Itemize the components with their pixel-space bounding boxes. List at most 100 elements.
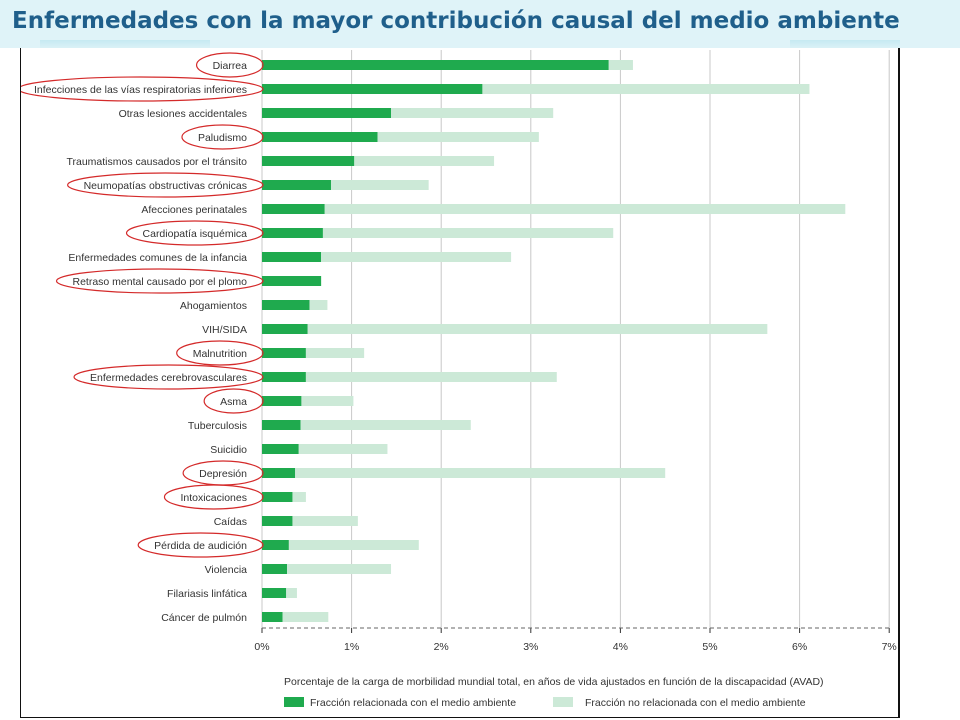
- stacked-bar-chart: Diarrea Infecciones de las vías respirato…: [21, 50, 897, 709]
- bar-non-environmental-6: [324, 204, 846, 214]
- category-label-12: Malnutrition: [193, 348, 247, 360]
- bar-environmental-17: [262, 468, 296, 478]
- bar-non-environmental-12: [305, 348, 365, 358]
- category-label-11: VIH/SIDA: [202, 324, 247, 336]
- bar-environmental-19: [262, 516, 293, 526]
- bar-environmental-11: [262, 324, 308, 334]
- bar-non-environmental-0: [608, 60, 633, 70]
- bar-non-environmental-18: [292, 492, 306, 502]
- bar-non-environmental-5: [330, 180, 429, 190]
- category-label-13: Enfermedades cerebrovasculares: [90, 372, 247, 384]
- bar-non-environmental-3: [377, 132, 539, 142]
- x-axis: 0% 1% 2% 3% 4% 5% 6% 7%: [254, 627, 897, 653]
- legend: Fracción relacionada con el medio ambien…: [284, 697, 806, 709]
- category-label-10: Ahogamientos: [180, 300, 247, 312]
- bar-non-environmental-15: [300, 420, 471, 430]
- category-label-17: Depresión: [199, 468, 247, 480]
- category-labels: Diarrea Infecciones de las vías respirato…: [34, 60, 247, 624]
- category-label-6: Afecciones perinatales: [141, 204, 247, 216]
- category-label-4: Traumatismos causados por el tránsito: [66, 156, 247, 168]
- tick-label-7: 7%: [882, 641, 897, 653]
- category-label-21: Violencia: [205, 564, 248, 576]
- tick-label-1: 1%: [344, 641, 359, 653]
- bar-non-environmental-16: [298, 444, 388, 454]
- bar-environmental-7: [262, 228, 323, 238]
- bar-non-environmental-1: [482, 84, 810, 94]
- highlight-circle-12: [176, 340, 264, 366]
- bar-environmental-3: [262, 132, 378, 142]
- bar-environmental-6: [262, 204, 325, 214]
- bar-non-environmental-2: [391, 108, 554, 118]
- bar-non-environmental-8: [321, 252, 512, 262]
- category-label-2: Otras lesiones accidentales: [119, 108, 247, 120]
- bar-non-environmental-23: [282, 612, 329, 622]
- x-axis-title: Porcentaje de la carga de morbilidad mun…: [284, 676, 824, 688]
- category-label-15: Tuberculosis: [188, 420, 247, 432]
- bar-environmental-23: [262, 612, 283, 622]
- category-label-5: Neumopatías obstructivas crónicas: [84, 180, 247, 192]
- bar-non-environmental-20: [288, 540, 419, 550]
- tick-label-3: 3%: [523, 641, 538, 653]
- bar-non-environmental-10: [309, 300, 328, 310]
- bar-non-environmental-22: [286, 588, 297, 598]
- chart-frame: Diarrea Infecciones de las vías respirato…: [20, 48, 900, 718]
- bar-environmental-4: [262, 156, 355, 166]
- bars: [262, 60, 846, 622]
- bar-environmental-14: [262, 396, 302, 406]
- highlight-circle-20: [137, 532, 264, 558]
- category-label-14: Asma: [220, 396, 247, 408]
- category-label-1: Infecciones de las vías respiratorias in…: [34, 84, 247, 96]
- highlight-circle-1: [21, 76, 264, 102]
- category-label-23: Cáncer de pulmón: [161, 612, 247, 624]
- bar-environmental-13: [262, 372, 306, 382]
- highlight-circle-7: [125, 220, 264, 246]
- bar-non-environmental-17: [295, 468, 666, 478]
- bar-environmental-9: [262, 276, 322, 286]
- tick-label-4: 4%: [613, 641, 628, 653]
- bar-environmental-16: [262, 444, 299, 454]
- category-label-9: Retraso mental causado por el plomo: [72, 276, 247, 288]
- highlight-circle-3: [181, 124, 264, 150]
- bar-environmental-8: [262, 252, 322, 262]
- bar-non-environmental-13: [305, 372, 557, 382]
- bar-non-environmental-21: [287, 564, 392, 574]
- category-label-19: Caídas: [214, 516, 247, 528]
- tick-label-0: 0%: [254, 641, 269, 653]
- bar-environmental-18: [262, 492, 293, 502]
- gridlines: [261, 50, 890, 628]
- category-label-16: Suicidio: [210, 444, 247, 456]
- bar-environmental-12: [262, 348, 306, 358]
- highlight-circle-5: [66, 172, 264, 198]
- bar-non-environmental-11: [307, 324, 768, 334]
- bar-environmental-20: [262, 540, 289, 550]
- category-label-3: Paludismo: [198, 132, 247, 144]
- bar-non-environmental-7: [322, 228, 614, 238]
- bar-non-environmental-14: [301, 396, 354, 406]
- category-label-18: Intoxicaciones: [180, 492, 247, 504]
- legend-swatch-environmental: [284, 697, 304, 707]
- bar-environmental-1: [262, 84, 483, 94]
- category-label-0: Diarrea: [213, 60, 248, 72]
- bar-environmental-21: [262, 564, 288, 574]
- legend-swatch-non-environmental: [553, 697, 573, 707]
- category-label-7: Cardiopatía isquémica: [143, 228, 248, 240]
- bar-environmental-5: [262, 180, 331, 190]
- tick-label-5: 5%: [702, 641, 717, 653]
- bar-non-environmental-4: [354, 156, 495, 166]
- bar-non-environmental-19: [292, 516, 358, 526]
- bar-environmental-2: [262, 108, 392, 118]
- bar-environmental-10: [262, 300, 310, 310]
- highlight-circle-18: [163, 484, 264, 510]
- highlight-circles: [21, 52, 264, 558]
- bar-environmental-0: [262, 60, 609, 70]
- category-label-22: Filariasis linfática: [167, 588, 247, 600]
- highlight-circle-14: [203, 388, 264, 414]
- highlight-circle-0: [195, 52, 264, 78]
- legend-label-environmental: Fracción relacionada con el medio ambien…: [310, 697, 516, 709]
- slide-title: Enfermedades con la mayor contribución c…: [12, 8, 900, 34]
- bar-environmental-22: [262, 588, 287, 598]
- tick-label-2: 2%: [434, 641, 449, 653]
- bar-environmental-15: [262, 420, 301, 430]
- legend-label-non-environmental: Fracción no relacionada con el medio amb…: [585, 697, 806, 709]
- category-label-8: Enfermedades comunes de la infancia: [68, 252, 247, 264]
